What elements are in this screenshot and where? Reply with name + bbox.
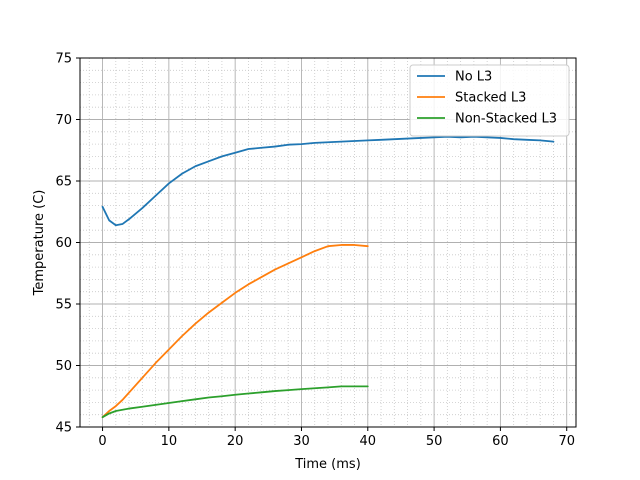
y-tick-label: 60: [55, 236, 72, 251]
series-line-1: [101, 244, 369, 419]
y-axis-label: Temperature (C): [32, 190, 47, 297]
series-line-0: [101, 135, 555, 227]
legend: No L3 Stacked L3 Non-Stacked L3: [409, 64, 570, 137]
legend-box: [409, 64, 570, 137]
series-lines: [101, 135, 555, 419]
x-tick-label: 0: [98, 434, 106, 449]
legend-label-2: Non-Stacked L3: [455, 112, 557, 127]
legend-label-1: Stacked L3: [455, 91, 526, 106]
x-tick-label: 40: [360, 434, 377, 449]
x-tick-label: 50: [426, 434, 443, 449]
y-tick-label: 75: [55, 52, 72, 67]
y-tick-label: 50: [55, 359, 72, 374]
x-axis-label: Time (ms): [294, 457, 361, 472]
series-line-2: [101, 385, 369, 419]
x-tick-label: 60: [492, 434, 509, 449]
x-tick-label: 30: [293, 434, 310, 449]
y-tick-label: 70: [55, 113, 72, 128]
x-tick-label: 70: [558, 434, 575, 449]
y-tick-label: 45: [55, 421, 72, 436]
legend-label-0: No L3: [455, 70, 492, 85]
x-tick-label: 10: [161, 434, 178, 449]
y-tick-label: 65: [55, 175, 72, 190]
y-tick-label: 55: [55, 298, 72, 313]
x-tick-label: 20: [227, 434, 244, 449]
axis-ticks: 0 10 20 30 40 50 60 70 45 50 55 60 65 70 75: [55, 52, 575, 450]
